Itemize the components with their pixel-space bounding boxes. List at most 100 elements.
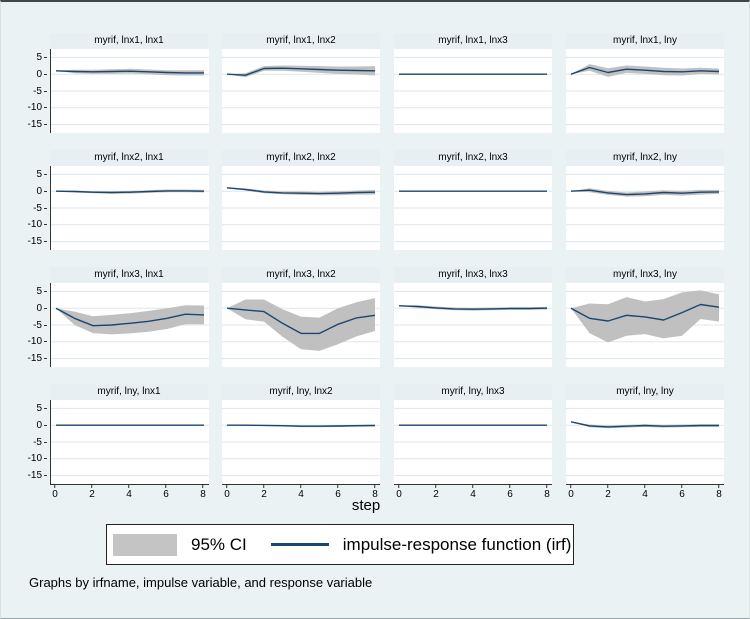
panel-title: myrif, lnx2, lnx1 — [50, 150, 208, 166]
panel-title: myrif, lny, lny — [566, 384, 724, 400]
panel-title: myrif, lnx3, lnx2 — [222, 267, 380, 283]
x-tick-label: 6 — [163, 485, 169, 500]
x-tick-label: 4 — [470, 485, 476, 500]
irf-line — [398, 305, 548, 310]
ci-band — [56, 305, 204, 335]
irf-line — [570, 66, 720, 75]
ci-band — [571, 188, 719, 197]
x-tick-label: 2 — [605, 485, 611, 500]
y-tick-label: -5 — [1, 320, 47, 331]
irf-line — [55, 307, 205, 327]
irf-panel: myrif, lny, lny — [566, 384, 724, 485]
irf-panel: myrif, lnx1, lnx1 — [50, 33, 209, 133]
ci-swatch-icon — [113, 533, 177, 556]
irf-panel: myrif, lnx1, lny — [566, 33, 724, 133]
irf-line — [227, 424, 376, 427]
ci-band — [399, 305, 547, 311]
x-tick-label: 4 — [126, 485, 132, 500]
irf-panel: myrif, lnx3, lny — [566, 267, 724, 367]
panel-plot — [566, 283, 724, 367]
y-tick-label: -5 — [1, 203, 47, 214]
x-tick-label: 8 — [716, 485, 722, 500]
irf-line — [226, 67, 376, 76]
x-tick-label: 2 — [261, 485, 267, 500]
x-tick-label: 0 — [568, 485, 574, 500]
irf-line — [55, 190, 205, 194]
y-tick-label: 5 — [1, 169, 47, 180]
irf-panel: myrif, lnx2, lny — [566, 150, 724, 250]
panel-title: myrif, lnx2, lnx2 — [222, 150, 380, 166]
y-tick-label: 0 — [1, 420, 47, 431]
panel-grid: myrif, lnx1, lnx1 myrif, lnx1, lnx2 myrif,… — [50, 33, 724, 485]
irf-panel: myrif, lnx3, lnx3 — [394, 267, 552, 367]
panel-plot — [222, 400, 380, 485]
panel-title: myrif, lny, lnx1 — [50, 384, 208, 400]
x-axis-title: step — [351, 497, 381, 514]
y-tick-label: -10 — [1, 102, 47, 113]
legend: 95% CI impulse-response function (irf) — [106, 524, 574, 565]
irf-line-icon — [270, 543, 329, 546]
ci-band — [227, 65, 375, 78]
irf-panel: myrif, lny, lnx3 — [394, 384, 552, 485]
panel-plot — [566, 166, 724, 250]
panel-plot — [222, 166, 380, 250]
y-tick-label: 5 — [1, 286, 47, 297]
x-tick-label: 4 — [298, 485, 304, 500]
panel-plot — [566, 49, 724, 133]
irf-panel: myrif, lny, lnx1 — [50, 384, 209, 485]
y-tick-label: -15 — [1, 353, 47, 364]
panel-plot — [394, 400, 552, 485]
panel-title: myrif, lnx1, lnx3 — [394, 33, 552, 49]
panel-title: myrif, lnx1, lnx1 — [50, 33, 208, 49]
legend-ci-label: 95% CI — [191, 534, 247, 554]
graph-footnote: Graphs by irfname, impulse variable, and… — [29, 575, 373, 590]
y-tick-label: -10 — [1, 453, 47, 464]
irf-line — [570, 189, 720, 196]
panel-plot — [222, 283, 380, 367]
panel-title: myrif, lnx2, lnx3 — [394, 150, 552, 166]
irf-panel: myrif, lnx2, lnx1 — [50, 150, 209, 250]
x-tick-label: 2 — [433, 485, 439, 500]
x-tick-label: 0 — [224, 485, 230, 500]
y-tick-label: -10 — [1, 336, 47, 347]
x-tick-label: 2 — [89, 485, 95, 500]
legend-irf-label: impulse-response function (irf) — [342, 534, 572, 554]
panel-title: myrif, lny, lnx3 — [394, 384, 552, 400]
y-tick-label: -15 — [1, 236, 47, 247]
ci-band — [56, 68, 204, 76]
y-tick-label: 0 — [1, 69, 47, 80]
panel-plot — [50, 166, 209, 250]
irf-line — [570, 303, 720, 322]
irf-panel: myrif, lnx1, lnx2 — [222, 33, 380, 133]
panel-title: myrif, lnx1, lnx2 — [222, 33, 380, 49]
panel-plot — [50, 400, 209, 485]
x-tick-label: 8 — [200, 485, 206, 500]
x-tick-label: 8 — [372, 485, 378, 500]
panel-plot — [50, 283, 209, 367]
x-tick-label: 6 — [507, 485, 513, 500]
irf-panel: myrif, lny, lnx2 — [222, 384, 380, 485]
y-tick-label: -15 — [1, 119, 47, 130]
x-tick-label: 8 — [544, 485, 550, 500]
y-tick-label: -10 — [1, 219, 47, 230]
panel-plot — [394, 49, 552, 133]
panel-title: myrif, lny, lnx2 — [222, 384, 380, 400]
panel-title: myrif, lnx3, lnx1 — [50, 267, 208, 283]
irf-line — [226, 307, 376, 335]
irf-line — [226, 187, 376, 195]
panel-plot — [394, 283, 552, 367]
irf-panel: myrif, lnx1, lnx3 — [394, 33, 552, 133]
irf-line — [570, 421, 719, 428]
panel-plot — [394, 166, 552, 250]
irf-panel: myrif, lnx2, lnx2 — [222, 150, 380, 250]
panel-title: myrif, lnx1, lny — [566, 33, 724, 49]
panel-plot — [566, 400, 724, 485]
panel-plot — [222, 49, 380, 133]
y-tick-label: -5 — [1, 86, 47, 97]
panel-title: myrif, lnx2, lny — [566, 150, 724, 166]
x-tick-label: 6 — [679, 485, 685, 500]
irf-panel: myrif, lnx3, lnx1 — [50, 267, 209, 367]
x-tick-label: 0 — [52, 485, 58, 500]
irf-line — [55, 70, 204, 74]
